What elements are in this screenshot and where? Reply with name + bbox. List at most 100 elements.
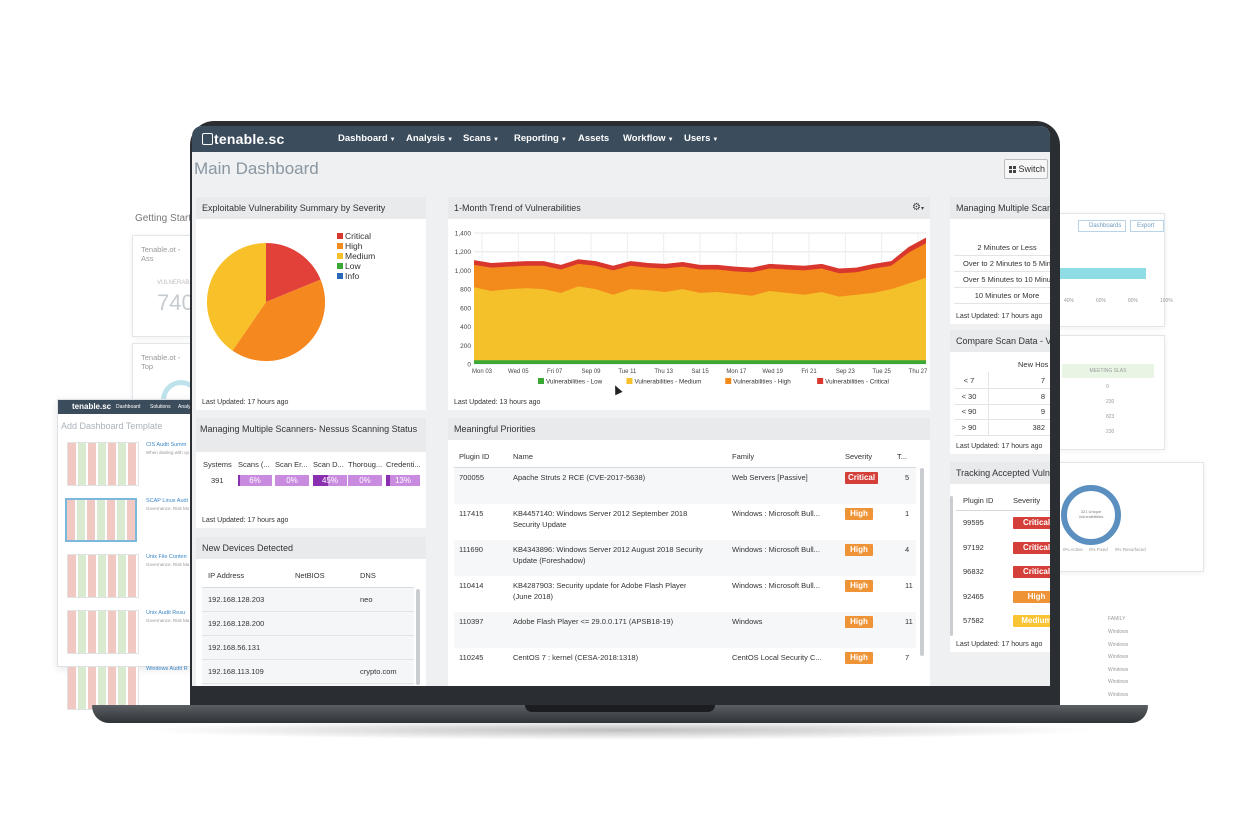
priorities-scrollbar[interactable]	[920, 468, 924, 656]
priority-t-count: 7	[905, 653, 910, 662]
switch-dashboard-button[interactable]: Switch	[1004, 159, 1048, 179]
nav-reporting[interactable]: Reporting ▼	[514, 133, 567, 144]
nav-reporting-label: Reporting	[514, 133, 559, 144]
legend-label: Info	[345, 271, 360, 281]
scanners-right-panel: Managing Multiple Scann 2 Minutes or Les…	[950, 197, 1050, 324]
devices-header-divider	[202, 587, 414, 588]
priorities-row[interactable]	[454, 540, 916, 576]
y-tick-label: 400	[460, 324, 471, 331]
priority-plugin-id: 111690	[459, 545, 483, 554]
y-tick-label: 800	[460, 287, 471, 294]
compare-scan-updated: Last Updated: 17 hours ago	[956, 443, 1043, 450]
template-title[interactable]: SCAP Linux Audi	[146, 498, 188, 504]
nav-analysis[interactable]: Analysis ▼	[406, 133, 453, 144]
ghost-axis-label: 40%	[1064, 298, 1075, 304]
chart-legend-label: Vulnerabilities - High	[733, 379, 791, 386]
template-thumbnail[interactable]	[67, 666, 139, 710]
nav-assets-label: Assets	[578, 133, 610, 144]
compare-scan-count: 8	[1040, 391, 1045, 401]
scan-duration-bucket: 10 Minutes or More	[974, 291, 1040, 300]
devices-cell: neo	[360, 595, 373, 604]
nav-workflow-label: Workflow	[623, 133, 666, 144]
laptop-shadow	[140, 720, 1100, 740]
trend-area-chart[interactable]: 0 200 400 600 800 1,000 1,200 1,400 Mon 03 Wed 05…	[448, 221, 930, 389]
priorities-header-cell: Plugin ID	[459, 452, 490, 461]
template-title[interactable]: Unix File Conten	[146, 554, 187, 560]
nav-assets[interactable]: Assets	[578, 133, 609, 144]
top-navigation-bar: tenable.sc Dashboard ▼ Analysis ▼ Scans ▼ Repo…	[192, 126, 1050, 152]
mini-add-template-title: Add Dashboard Template	[61, 421, 163, 431]
compare-scan-age: < 90	[961, 407, 977, 416]
severity-pie-chart[interactable]	[206, 242, 326, 367]
area-vulnerabilities-medium	[474, 277, 926, 364]
trend-updated: Last Updated: 13 hours ago	[454, 399, 541, 406]
severity-badge: Critical	[1013, 517, 1050, 529]
mini-window: tenable.sc Dashboard Solutions Analy Add…	[57, 399, 198, 710]
compare-scan-divider	[954, 419, 1050, 420]
priority-name: Apache Struts 2 RCE (CVE-2017-5638)	[513, 473, 646, 482]
pie-slice-critical	[266, 243, 321, 302]
nav-dashboard[interactable]: Dashboard ▼	[338, 133, 396, 144]
priority-t-count: 11	[905, 581, 913, 590]
template-thumbnail[interactable]	[67, 554, 139, 598]
y-tick-label: 600	[460, 305, 471, 312]
legend-label: High	[345, 241, 363, 251]
tracking-header-divider	[956, 510, 1050, 511]
gear-icon[interactable]: ⚙▾	[912, 202, 924, 213]
laptop-hinge-notch	[525, 705, 715, 712]
app-logo[interactable]: tenable.sc	[214, 131, 285, 147]
nav-scans-label: Scans	[463, 133, 491, 144]
priorities-header-cell: Severity	[845, 452, 873, 461]
scanner-status-title-text: Managing Multiple Scanners- Nessus Scann…	[200, 424, 418, 434]
laptop-base	[92, 705, 1148, 723]
priority-family: Windows : Microsoft Bull...	[732, 581, 820, 590]
template-thumbnail[interactable]	[65, 498, 137, 542]
compare-scan-title: Compare Scan Data - Vu	[950, 330, 1050, 352]
mini-nav-solutions: Solutions	[150, 404, 171, 410]
template-thumbnail[interactable]	[67, 442, 139, 486]
template-title[interactable]: Windows Audit R	[146, 666, 188, 672]
x-tick-label: Tue 25	[872, 369, 891, 375]
scanner-progress-bar: 45%	[313, 475, 347, 486]
priorities-header-cell: Name	[513, 452, 534, 461]
caret-down-icon: ▼	[712, 137, 719, 143]
new-devices-scrollbar[interactable]	[416, 589, 420, 685]
severity-summary-title: Exploitable Vulnerability Summary by Sev…	[196, 197, 426, 219]
y-tick-label: 0	[467, 362, 471, 369]
template-title[interactable]: CIS Audit Summ	[146, 442, 187, 448]
legend-item-high: High	[337, 241, 362, 251]
ghost-donut-legend-item: 0% Resurfaced	[1115, 547, 1146, 552]
tracking-plugin-id: 99595	[963, 518, 984, 527]
mini-nav-dashboard: Dashboard	[116, 404, 141, 410]
caret-down-icon: ▼	[560, 137, 567, 143]
nav-users[interactable]: Users ▼	[684, 133, 718, 144]
priorities-row[interactable]	[454, 468, 916, 504]
devices-row-divider	[202, 683, 414, 684]
nav-workflow[interactable]: Workflow ▼	[623, 133, 674, 144]
ghost-dashboards-button: Dashboards	[1078, 220, 1126, 232]
chart-legend-label: Vulnerabilities - Low	[546, 379, 603, 386]
tracking-scrollbar[interactable]	[950, 496, 953, 636]
devices-cell: crypto.com	[360, 667, 397, 676]
ghost-card-2-title: Tenable.ot - Top	[141, 353, 181, 371]
scanner-header-cell: Scan Er...	[275, 460, 308, 469]
scanners-right-updated: Last Updated: 17 hours ago	[956, 313, 1043, 320]
priorities-row[interactable]	[454, 612, 916, 648]
tracking-plugin-id: 92465	[963, 591, 984, 601]
compare-scan-count: 382	[1032, 422, 1045, 432]
page-title: Main Dashboard	[194, 159, 319, 178]
scan-duration-bucket: Over to 2 Minutes to 5 Min	[963, 259, 1050, 268]
x-tick-label: Sep 09	[581, 369, 601, 375]
x-tick-label: Thu 13	[654, 369, 673, 375]
nav-scans[interactable]: Scans ▼	[463, 133, 499, 144]
priorities-header-cell: T...	[897, 452, 908, 461]
priority-t-count: 5	[905, 473, 910, 482]
template-title[interactable]: Unix Audit Resu	[146, 610, 186, 616]
ghost-progress-bar	[1056, 268, 1146, 279]
priority-plugin-id: 110397	[459, 617, 484, 626]
compare-scan-age: > 90	[961, 422, 977, 432]
priorities-header-cell: Family	[732, 452, 755, 461]
ghost-family-row: Windows	[1108, 666, 1129, 673]
template-thumbnail[interactable]	[67, 610, 139, 654]
tracking-updated: Last Updated: 17 hours ago	[956, 641, 1043, 648]
